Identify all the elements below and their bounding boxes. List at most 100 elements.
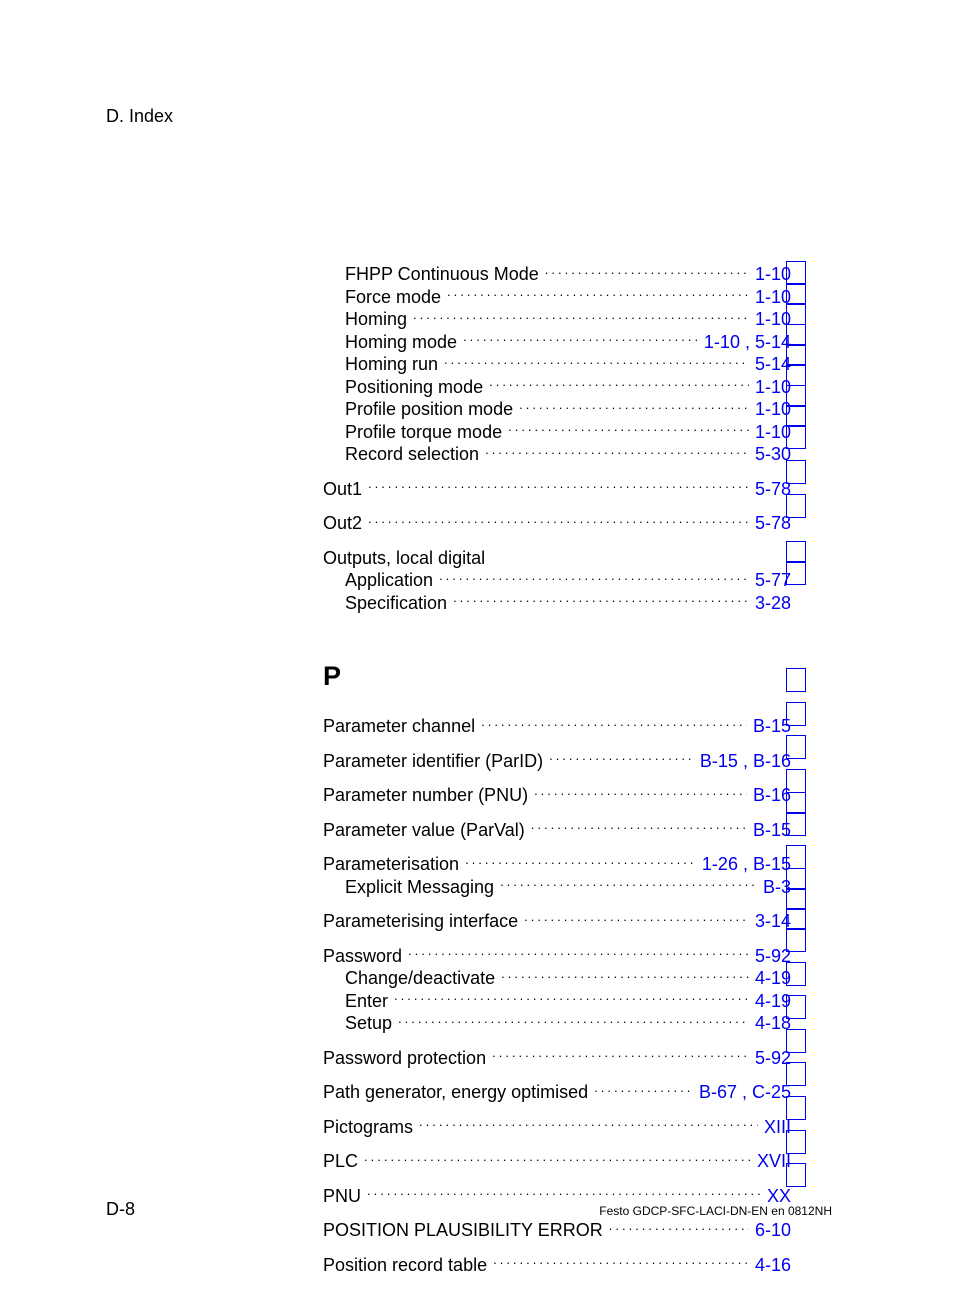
page-ref-link[interactable]: XVII — [757, 1151, 791, 1171]
page-ref-link[interactable]: 5-14 — [755, 354, 791, 374]
page-ref-link[interactable]: 5-78 — [755, 513, 791, 533]
page-ref-link[interactable]: XIII — [764, 1117, 791, 1137]
index-term: Path generator, energy optimised — [323, 1082, 588, 1103]
leader-dots — [453, 591, 749, 609]
index-refs: 1-10 — [755, 422, 791, 443]
index-refs: B-67 , C-25 — [699, 1082, 791, 1103]
page-ref-link[interactable]: 1-26 — [702, 854, 738, 874]
page-ref-link[interactable]: 1-10 — [755, 287, 791, 307]
page-ref-link[interactable]: 5-92 — [755, 1048, 791, 1068]
index-row: POSITION PLAUSIBILITY ERROR 6-10 — [323, 1218, 791, 1241]
index-term: Out1 — [323, 479, 362, 500]
page-ref-link[interactable]: B-15 — [753, 820, 791, 840]
index-refs: B-15 — [753, 716, 791, 737]
index-term: Homing — [323, 309, 407, 330]
leader-dots — [481, 714, 747, 732]
page-ref-link[interactable]: 3-14 — [755, 911, 791, 931]
index-row: Positioning mode 1-10 — [323, 375, 791, 398]
index-refs: XIII — [764, 1117, 791, 1138]
index-refs: 1-10 — [755, 377, 791, 398]
index-term: Specification — [323, 593, 447, 614]
index-refs: 4-19 — [755, 968, 791, 989]
index-term: Force mode — [323, 287, 441, 308]
page-ref-link[interactable]: 5-14 — [755, 332, 791, 352]
section-letter-p: P — [323, 661, 791, 692]
page-ref-link[interactable]: B-16 — [753, 785, 791, 805]
index-row: Password protection5-92 — [323, 1046, 791, 1069]
page-ref-link[interactable]: XX — [767, 1186, 791, 1206]
leader-dots — [594, 1080, 693, 1098]
page-ref-link[interactable]: B-16 — [753, 751, 791, 771]
page-ref-link[interactable]: 4-16 — [755, 1255, 791, 1275]
page-ref-link[interactable]: B-15 — [753, 854, 791, 874]
index-row: Homing 1-10 — [323, 307, 791, 330]
index-term: Homing mode — [323, 332, 457, 353]
index-row: Parameter number (PNU)B-16 — [323, 783, 791, 806]
page-ref-link[interactable]: B-67 — [699, 1082, 737, 1102]
leader-dots — [413, 307, 749, 325]
page-ref-link[interactable]: 5-77 — [755, 570, 791, 590]
index-row: Position record table4-16 — [323, 1253, 791, 1276]
index-term: Parameter channel — [323, 716, 475, 737]
page-ref-link[interactable]: 1-10 — [755, 309, 791, 329]
leader-dots — [493, 1253, 749, 1271]
index-row: Outputs, local digital — [323, 546, 791, 569]
index-row: Homing mode1-10 , 5-14 — [323, 330, 791, 353]
page-ref-link[interactable]: B-15 — [700, 751, 738, 771]
page-header: D. Index — [106, 106, 173, 127]
index-row: Enter4-19 — [323, 989, 791, 1012]
leader-dots — [394, 989, 749, 1007]
ref-separator: , — [738, 854, 753, 874]
page-ref-link[interactable]: 4-19 — [755, 991, 791, 1011]
index-row: Out1 5-78 — [323, 477, 791, 500]
index-term: Parameterisation — [323, 854, 459, 875]
index-term: PNU — [323, 1186, 361, 1207]
page-ref-link[interactable]: 4-19 — [755, 968, 791, 988]
page-ref-link[interactable]: 5-92 — [755, 946, 791, 966]
page-ref-link[interactable]: 6-10 — [755, 1220, 791, 1240]
page-ref-link[interactable]: 3-28 — [755, 593, 791, 613]
leader-dots — [545, 262, 749, 280]
index-content: FHPP Continuous Mode1-10Force mode1-10Ho… — [323, 262, 791, 1275]
index-term: Positioning mode — [323, 377, 483, 398]
page-ref-link[interactable]: 1-10 — [755, 422, 791, 442]
index-row: Out2 5-78 — [323, 511, 791, 534]
page-ref-link[interactable]: 1-10 — [755, 399, 791, 419]
page-ref-link[interactable]: 5-78 — [755, 479, 791, 499]
index-refs: XVII — [757, 1151, 791, 1172]
page-ref-link[interactable]: B-3 — [763, 877, 791, 897]
leader-dots — [500, 875, 757, 893]
index-refs: 3-14 — [755, 911, 791, 932]
page-ref-link[interactable]: C-25 — [752, 1082, 791, 1102]
page-ref-link[interactable]: 1-10 — [755, 264, 791, 284]
page-ref-link[interactable]: 1-10 — [755, 377, 791, 397]
leader-dots — [398, 1011, 749, 1029]
index-term: POSITION PLAUSIBILITY ERROR — [323, 1220, 603, 1241]
index-row: Setup4-18 — [323, 1011, 791, 1034]
leader-dots — [491, 546, 785, 564]
page-ref-link[interactable]: 5-30 — [755, 444, 791, 464]
leader-dots — [465, 852, 696, 870]
leader-dots — [531, 818, 747, 836]
leader-dots — [489, 375, 749, 393]
page-ref-link[interactable]: B-15 — [753, 716, 791, 736]
ref-separator: , — [737, 1082, 752, 1102]
index-refs: 4-19 — [755, 991, 791, 1012]
index-term: Out2 — [323, 513, 362, 534]
index-refs: 3-28 — [755, 593, 791, 614]
leader-dots — [485, 442, 749, 460]
index-refs: XX — [767, 1186, 791, 1207]
index-refs: 5-14 — [755, 354, 791, 375]
page-ref-link[interactable]: 1-10 — [704, 332, 740, 352]
leader-dots — [439, 568, 749, 586]
leader-dots — [368, 511, 749, 529]
index-term: FHPP Continuous Mode — [323, 264, 539, 285]
index-row: Record selection5-30 — [323, 442, 791, 465]
index-term: PLC — [323, 1151, 358, 1172]
index-row: Parameterisation 1-26 , B-15 — [323, 852, 791, 875]
index-row: Parameter identifier (ParID)B-15 , B-16 — [323, 749, 791, 772]
leader-dots — [508, 420, 749, 438]
index-row: Change/deactivate4-19 — [323, 966, 791, 989]
page-ref-link[interactable]: 4-18 — [755, 1013, 791, 1033]
index-refs: 6-10 — [755, 1220, 791, 1241]
